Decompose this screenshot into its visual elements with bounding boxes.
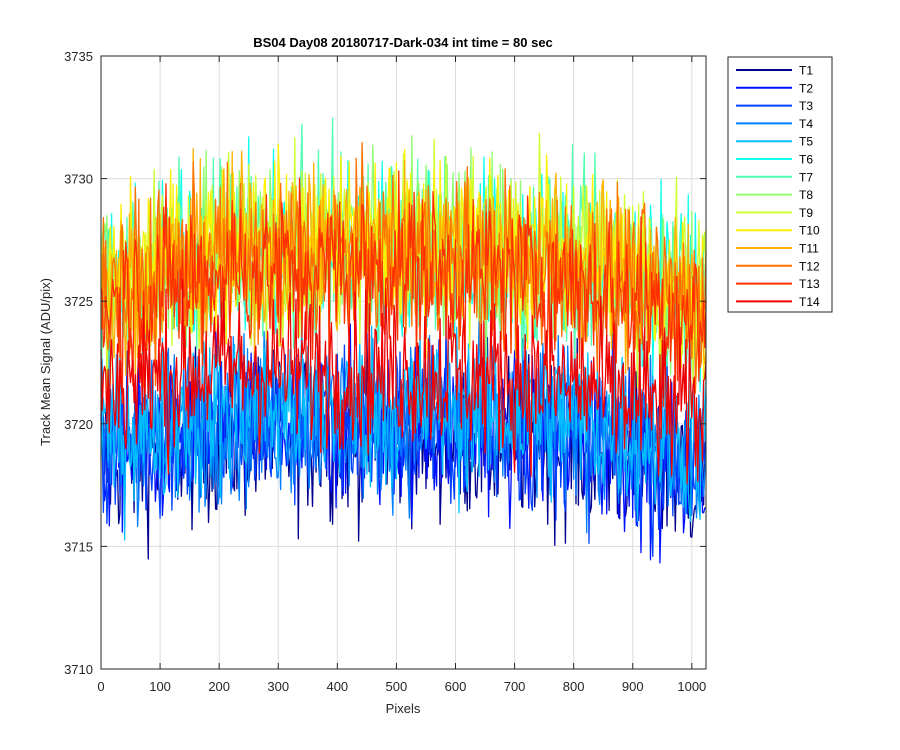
legend-item-t6[interactable]: T6: [736, 153, 813, 167]
x-tick-label: 400: [326, 679, 348, 694]
x-tick-label: 700: [504, 679, 526, 694]
legend-item-t14[interactable]: T14: [736, 295, 820, 309]
y-tick-label: 3710: [64, 662, 93, 677]
legend-item-t11[interactable]: T11: [736, 242, 819, 256]
legend-label: T11: [799, 242, 819, 256]
legend-item-t7[interactable]: T7: [736, 170, 813, 184]
y-tick-label: 3730: [64, 172, 93, 187]
legend-label: T2: [799, 81, 813, 95]
x-tick-label: 1000: [677, 679, 706, 694]
legend-item-t3[interactable]: T3: [736, 99, 813, 113]
legend-label: T1: [799, 64, 813, 78]
x-axis-label: Pixels: [386, 701, 421, 716]
y-tick-label: 3720: [64, 417, 93, 432]
legend-label: T4: [799, 117, 813, 131]
legend-label: T3: [799, 99, 813, 113]
legend-label: T5: [799, 135, 813, 149]
y-axis-label: Track Mean Signal (ADU/pix): [38, 278, 53, 446]
legend-item-t12[interactable]: T12: [736, 259, 820, 273]
legend-label: T14: [799, 295, 820, 309]
series-layer: [100, 117, 707, 564]
x-tick-label: 200: [208, 679, 230, 694]
series-line-t14: [100, 278, 707, 485]
x-tick-label: 0: [97, 679, 104, 694]
legend-item-t4[interactable]: T4: [736, 117, 813, 131]
series-line-t13: [100, 170, 707, 408]
legend-item-t13[interactable]: T13: [736, 277, 820, 291]
chart-title: BS04 Day08 20180717-Dark-034 int time = …: [253, 35, 553, 50]
legend-items: T1 T2 T3 T4 T5 T6 T7 T8 T9 T10 T11 T12 T13 T14: [736, 64, 820, 309]
legend-label: T10: [799, 224, 820, 238]
legend-item-t8[interactable]: T8: [736, 188, 813, 202]
legend-item-t5[interactable]: T5: [736, 135, 813, 149]
legend[interactable]: T1 T2 T3 T4 T5 T6 T7 T8 T9 T10 T11 T12 T13 T14: [727, 56, 833, 313]
legend-item-t1[interactable]: T1: [736, 64, 813, 78]
x-tick-label: 800: [563, 679, 585, 694]
y-tick-label: 3715: [64, 539, 93, 554]
legend-label: T7: [799, 170, 813, 184]
legend-item-t10[interactable]: T10: [736, 224, 820, 238]
y-ticks: 3710 3715 3720 3725 3730 3735: [64, 49, 706, 677]
y-tick-label: 3725: [64, 294, 93, 309]
x-ticks: 0 100 200 300 400 500 600 700 800 900 1000: [97, 56, 706, 694]
legend-label: T12: [799, 259, 820, 273]
legend-label: T13: [799, 277, 820, 291]
y-tick-label: 3735: [64, 49, 93, 64]
legend-box: [727, 56, 833, 313]
x-tick-label: 300: [267, 679, 289, 694]
legend-label: T6: [799, 153, 813, 167]
x-tick-label: 600: [445, 679, 467, 694]
x-tick-label: 900: [622, 679, 644, 694]
legend-item-t2[interactable]: T2: [736, 81, 813, 95]
x-tick-label: 100: [149, 679, 171, 694]
legend-label: T9: [799, 206, 813, 220]
legend-label: T8: [799, 188, 813, 202]
axes-box: [100, 55, 707, 670]
x-tick-label: 500: [386, 679, 408, 694]
legend-item-t9[interactable]: T9: [736, 206, 813, 220]
plot-area: 0 100 200 300 400 500 600 700 800 900 1000 3710371…: [64, 49, 707, 694]
